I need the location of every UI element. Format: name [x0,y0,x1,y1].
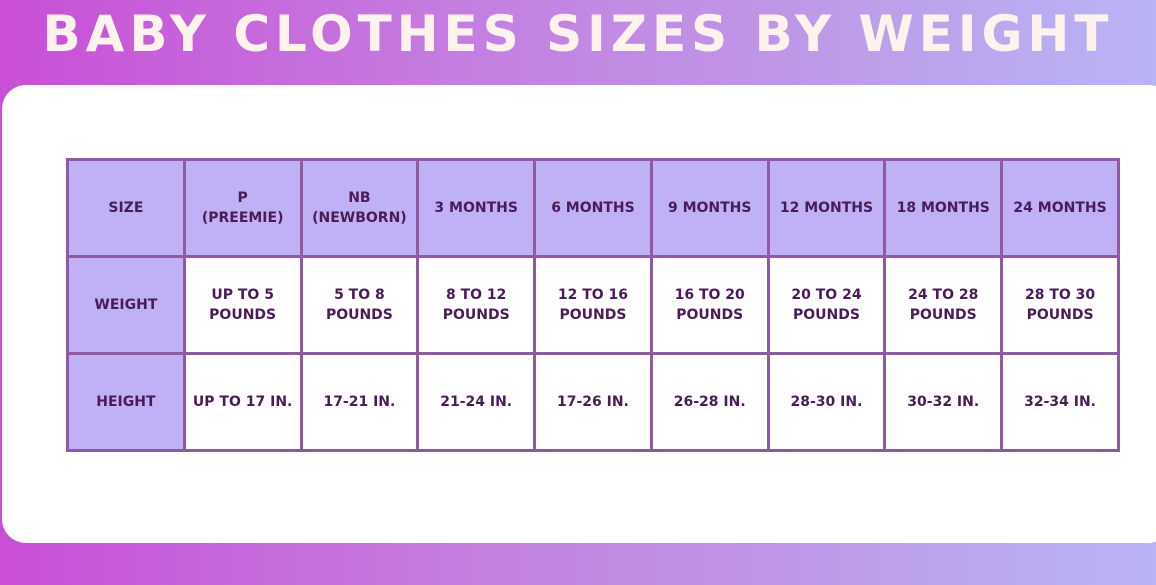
row-header-weight: WEIGHT [66,255,186,355]
height-cell-6-months: 17-26 IN. [533,352,653,452]
weight-cell-6-months: 12 TO 16 POUNDS [533,255,653,355]
size-cell-6-months: 6 MONTHS [533,158,653,258]
table-row-size: SIZE P (PREEMIE) NB (NEWBORN) 3 MONTHS 6… [66,158,1120,258]
size-cell-newborn: NB (NEWBORN) [299,158,420,258]
row-header-size: SIZE [66,158,186,258]
height-cell-preemie: UP TO 17 IN. [182,352,303,452]
weight-cell-preemie: UP TO 5 POUNDS [182,255,303,355]
size-chart-table: SIZE P (PREEMIE) NB (NEWBORN) 3 MONTHS 6… [66,158,1120,452]
height-cell-18-months: 30-32 IN. [883,352,1004,452]
weight-cell-18-months: 24 TO 28 POUNDS [883,255,1004,355]
height-cell-9-months: 26-28 IN. [649,352,770,452]
height-cell-3-months: 21-24 IN. [416,352,537,452]
table-row-height: HEIGHT UP TO 17 IN. 17-21 IN. 21-24 IN. … [66,352,1120,452]
table-row-weight: WEIGHT UP TO 5 POUNDS 5 TO 8 POUNDS 8 TO… [66,255,1120,355]
row-header-height: HEIGHT [66,352,186,452]
size-cell-3-months: 3 MONTHS [416,158,537,258]
size-cell-24-months: 24 MONTHS [1000,158,1120,258]
weight-cell-9-months: 16 TO 20 POUNDS [649,255,770,355]
height-cell-24-months: 32-34 IN. [1000,352,1120,452]
weight-cell-12-months: 20 TO 24 POUNDS [766,255,887,355]
size-cell-preemie: P (PREEMIE) [182,158,303,258]
size-cell-18-months: 18 MONTHS [883,158,1004,258]
height-cell-12-months: 28-30 IN. [766,352,887,452]
weight-cell-newborn: 5 TO 8 POUNDS [299,255,420,355]
page-title: BABY CLOTHES SIZES BY WEIGHT [42,5,1114,63]
weight-cell-3-months: 8 TO 12 POUNDS [416,255,537,355]
size-cell-12-months: 12 MONTHS [766,158,887,258]
weight-cell-24-months: 28 TO 30 POUNDS [1000,255,1120,355]
height-cell-newborn: 17-21 IN. [299,352,420,452]
size-cell-9-months: 9 MONTHS [649,158,770,258]
